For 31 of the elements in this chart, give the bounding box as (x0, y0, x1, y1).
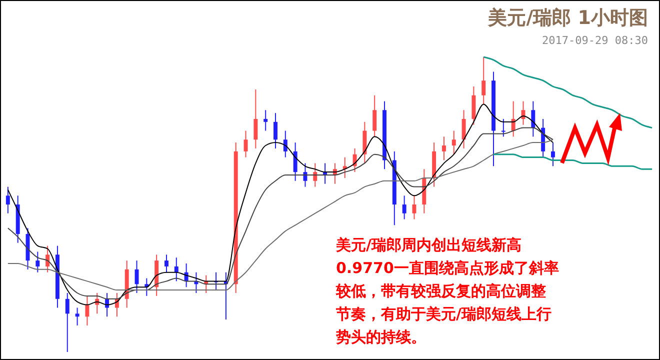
candlestick (6, 186, 10, 214)
candlestick (372, 94, 377, 138)
candlestick (264, 110, 268, 132)
candlestick (174, 257, 178, 282)
candlestick (412, 195, 416, 220)
candlestick (442, 136, 446, 161)
candlestick (550, 142, 555, 167)
candlestick (362, 121, 367, 164)
candlestick (65, 292, 70, 352)
candlestick (462, 110, 466, 149)
candlestick (402, 195, 406, 220)
candlestick (164, 254, 168, 273)
candlestick (75, 307, 80, 326)
candlestick (303, 162, 308, 188)
annotation: 美元/瑞郎周内创出短线新高0.9770一直围绕高点形成了斜率较低，带有较强反复的高位调整节奏，有助于美元/瑞郎短线上行势头的持续。 (335, 236, 559, 346)
candlestick (36, 251, 40, 273)
chart-subtitle: 2017-09-29 08:30 (542, 34, 648, 47)
chart-title: 美元/瑞郎 1小时图 (487, 7, 648, 29)
candlestick (274, 112, 278, 149)
candlestick (283, 130, 288, 158)
candlestick (501, 118, 506, 138)
candlestick (313, 162, 318, 188)
candlestick (46, 245, 50, 273)
candlestick (293, 142, 298, 182)
candlestick (85, 295, 90, 326)
candlestick (244, 130, 248, 158)
candlestick (482, 56, 486, 105)
candlestick (531, 100, 536, 138)
candlestick (254, 88, 258, 149)
candlestick (472, 86, 476, 126)
candlestick (452, 130, 456, 155)
